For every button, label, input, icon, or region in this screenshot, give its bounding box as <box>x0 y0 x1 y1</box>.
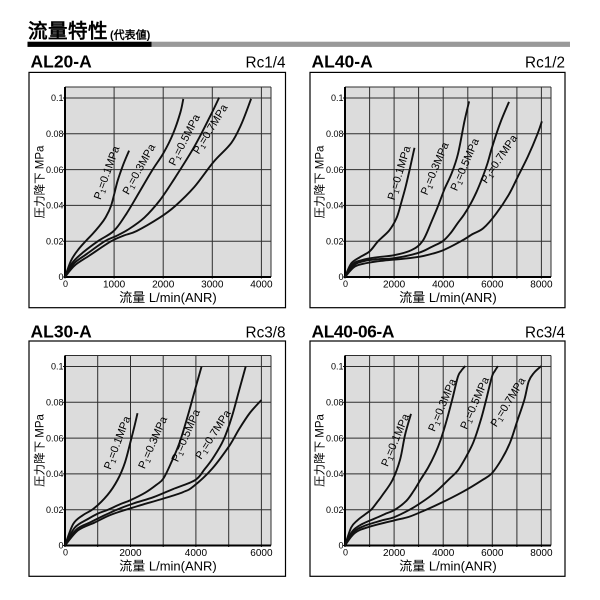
svg-text:0: 0 <box>343 548 348 558</box>
svg-text:3000: 3000 <box>201 280 224 291</box>
svg-text:2000: 2000 <box>119 548 142 559</box>
svg-text:Rc1/2: Rc1/2 <box>525 55 565 72</box>
svg-text:4000: 4000 <box>250 280 273 291</box>
svg-text:0.06: 0.06 <box>46 165 64 175</box>
svg-text:2000: 2000 <box>383 280 406 291</box>
svg-text:0.04: 0.04 <box>46 201 64 211</box>
svg-text:0: 0 <box>63 548 68 558</box>
svg-text:0.1: 0.1 <box>51 362 64 372</box>
svg-text:圧力降下 MPa: 圧力降下 MPa <box>312 413 326 486</box>
svg-text:0.1: 0.1 <box>331 93 344 103</box>
svg-text:流量特性: 流量特性 <box>28 20 108 43</box>
svg-text:6000: 6000 <box>481 548 504 559</box>
svg-text:0.04: 0.04 <box>326 469 344 479</box>
svg-text:0.02: 0.02 <box>46 505 64 515</box>
svg-text:Rc3/8: Rc3/8 <box>246 325 286 342</box>
svg-text:6000: 6000 <box>481 280 504 291</box>
svg-text:流量 L/min(ANR): 流量 L/min(ANR) <box>399 290 497 305</box>
svg-text:0.02: 0.02 <box>326 505 344 515</box>
svg-text:AL40-06-A: AL40-06-A <box>312 322 395 342</box>
svg-text:0.1: 0.1 <box>331 362 344 372</box>
svg-text:0.08: 0.08 <box>46 398 64 408</box>
svg-text:0.02: 0.02 <box>46 236 64 246</box>
svg-text:(代表値): (代表値) <box>110 28 151 42</box>
svg-text:AL20-A: AL20-A <box>31 52 93 72</box>
svg-text:0.06: 0.06 <box>46 433 64 443</box>
svg-text:0: 0 <box>63 279 68 289</box>
svg-text:6000: 6000 <box>250 548 273 559</box>
svg-text:0.08: 0.08 <box>46 129 64 139</box>
svg-text:AL40-A: AL40-A <box>312 52 374 72</box>
svg-text:0.06: 0.06 <box>326 433 344 443</box>
svg-text:0: 0 <box>58 272 63 282</box>
svg-text:圧力降下 MPa: 圧力降下 MPa <box>312 145 326 218</box>
svg-text:流量 L/min(ANR): 流量 L/min(ANR) <box>119 558 217 573</box>
svg-text:0: 0 <box>338 272 343 282</box>
svg-text:0: 0 <box>338 541 343 551</box>
svg-text:8000: 8000 <box>530 548 553 559</box>
svg-text:0.06: 0.06 <box>326 165 344 175</box>
svg-text:0.08: 0.08 <box>326 398 344 408</box>
svg-text:0: 0 <box>343 279 348 289</box>
svg-text:流量 L/min(ANR): 流量 L/min(ANR) <box>119 290 217 305</box>
svg-text:0: 0 <box>58 541 63 551</box>
svg-text:1000: 1000 <box>103 280 126 291</box>
svg-text:Rc3/4: Rc3/4 <box>525 325 565 342</box>
svg-text:2000: 2000 <box>152 280 175 291</box>
svg-text:AL30-A: AL30-A <box>31 322 93 342</box>
svg-text:4000: 4000 <box>185 548 208 559</box>
svg-text:0.04: 0.04 <box>46 469 64 479</box>
svg-text:0.02: 0.02 <box>326 236 344 246</box>
svg-text:圧力降下 MPa: 圧力降下 MPa <box>32 413 46 486</box>
svg-text:8000: 8000 <box>530 280 553 291</box>
svg-text:0.04: 0.04 <box>326 201 344 211</box>
svg-text:圧力降下 MPa: 圧力降下 MPa <box>32 145 46 218</box>
svg-text:Rc1/4: Rc1/4 <box>246 55 286 72</box>
svg-text:0.08: 0.08 <box>326 129 344 139</box>
svg-text:流量 L/min(ANR): 流量 L/min(ANR) <box>399 558 497 573</box>
svg-text:4000: 4000 <box>432 280 455 291</box>
svg-text:2000: 2000 <box>383 548 406 559</box>
svg-text:4000: 4000 <box>432 548 455 559</box>
svg-text:0.1: 0.1 <box>51 93 64 103</box>
